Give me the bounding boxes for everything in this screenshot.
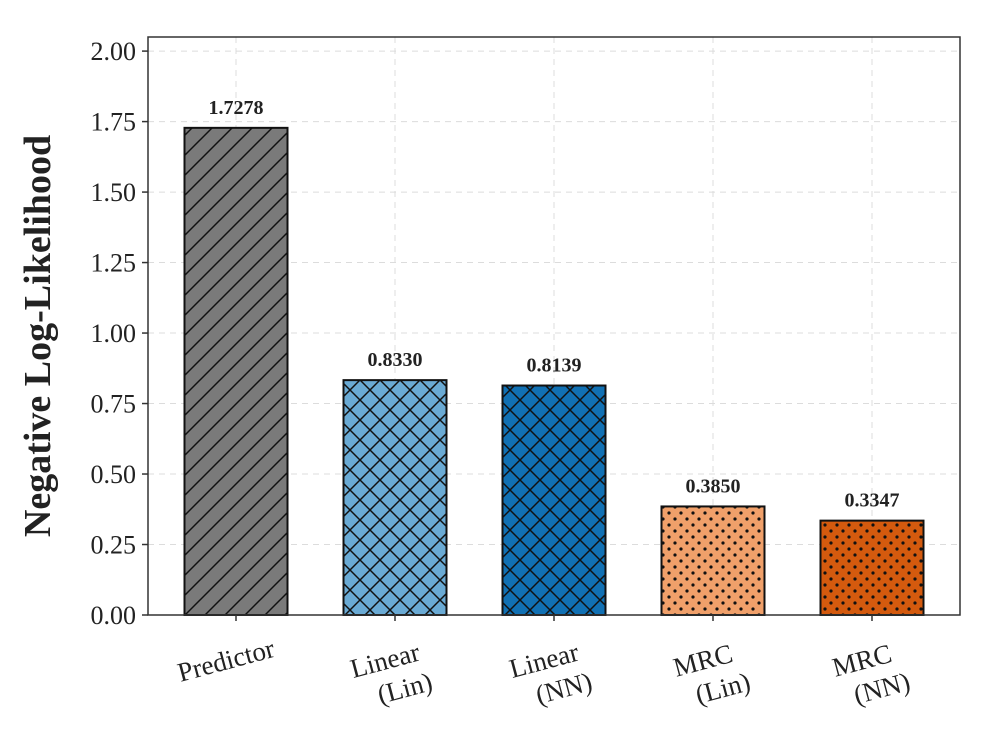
- x-tick-label: Linear(Lin): [347, 636, 435, 715]
- x-tick-label-text: Linear(Lin): [347, 636, 435, 715]
- x-tick-label-line: Predictor: [174, 633, 277, 688]
- x-tick-label-text: MRC(Lin): [670, 636, 753, 714]
- y-tick-label: 1.75: [91, 108, 137, 137]
- y-tick-label: 0.00: [91, 601, 137, 630]
- bar-hatch: [661, 506, 765, 615]
- x-tick-label-text: Predictor: [174, 633, 277, 688]
- bar-hatch: [343, 380, 447, 615]
- x-tick-label-text: MRC(NN): [829, 635, 913, 713]
- x-tick-label: MRC(NN): [829, 635, 913, 713]
- y-tick-label: 0.50: [91, 460, 137, 489]
- x-tick-label: Predictor: [174, 633, 277, 688]
- y-tick-label: 1.50: [91, 178, 137, 207]
- y-tick-label: 1.25: [91, 249, 137, 278]
- bar-value-label: 0.3347: [845, 490, 900, 512]
- bar-hatch: [502, 385, 606, 615]
- bar-value-label: 0.3850: [686, 475, 741, 497]
- x-tick-label-text: Linear(NN): [506, 635, 595, 714]
- bar-value-label: 0.8330: [368, 349, 423, 371]
- plot-frame: [147, 36, 961, 616]
- y-tick-label: 1.00: [91, 319, 137, 348]
- y-tick-label: 0.25: [91, 531, 137, 560]
- bar-value-label: 1.7278: [209, 97, 264, 119]
- x-tick-label: MRC(Lin): [670, 636, 753, 714]
- bar-hatch: [184, 127, 288, 616]
- bars: [183, 126, 925, 617]
- y-axis-title: Negative Log-Likelihood: [17, 135, 59, 537]
- y-tick-label: 0.75: [91, 390, 137, 419]
- bar-hatch: [820, 520, 924, 615]
- x-tick-label: Linear(NN): [506, 635, 595, 714]
- y-tick-label: 2.00: [91, 37, 137, 66]
- bar-value-label: 0.8139: [527, 355, 582, 377]
